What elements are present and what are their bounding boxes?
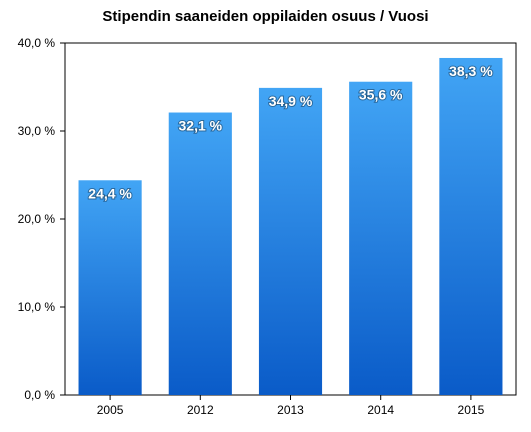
- data-label: 35,6 %: [359, 87, 403, 103]
- y-tick-label: 0,0 %: [24, 388, 55, 402]
- y-tick-label: 40,0 %: [18, 36, 56, 50]
- x-tick-label: 2012: [187, 403, 214, 417]
- bar-2012: [168, 112, 232, 396]
- x-tick-label: 2013: [277, 403, 304, 417]
- bar-2013: [258, 87, 323, 395]
- bar-2015: [439, 57, 503, 396]
- bar-2005: [78, 180, 142, 395]
- chart-title: Stipendin saaneiden oppilaiden osuus / V…: [102, 8, 429, 25]
- y-tick-label: 10,0 %: [18, 300, 56, 314]
- data-label: 24,4 %: [88, 185, 132, 201]
- bar-2014: [349, 81, 413, 395]
- y-tick-label: 20,0 %: [18, 212, 56, 226]
- x-tick-label: 2005: [97, 403, 124, 417]
- data-label: 32,1 %: [179, 118, 223, 134]
- x-tick-label: 2014: [367, 403, 394, 417]
- data-label: 34,9 %: [269, 93, 313, 109]
- y-tick-label: 30,0 %: [18, 124, 56, 138]
- data-label: 38,3 %: [449, 63, 493, 79]
- x-tick-label: 2015: [458, 403, 485, 417]
